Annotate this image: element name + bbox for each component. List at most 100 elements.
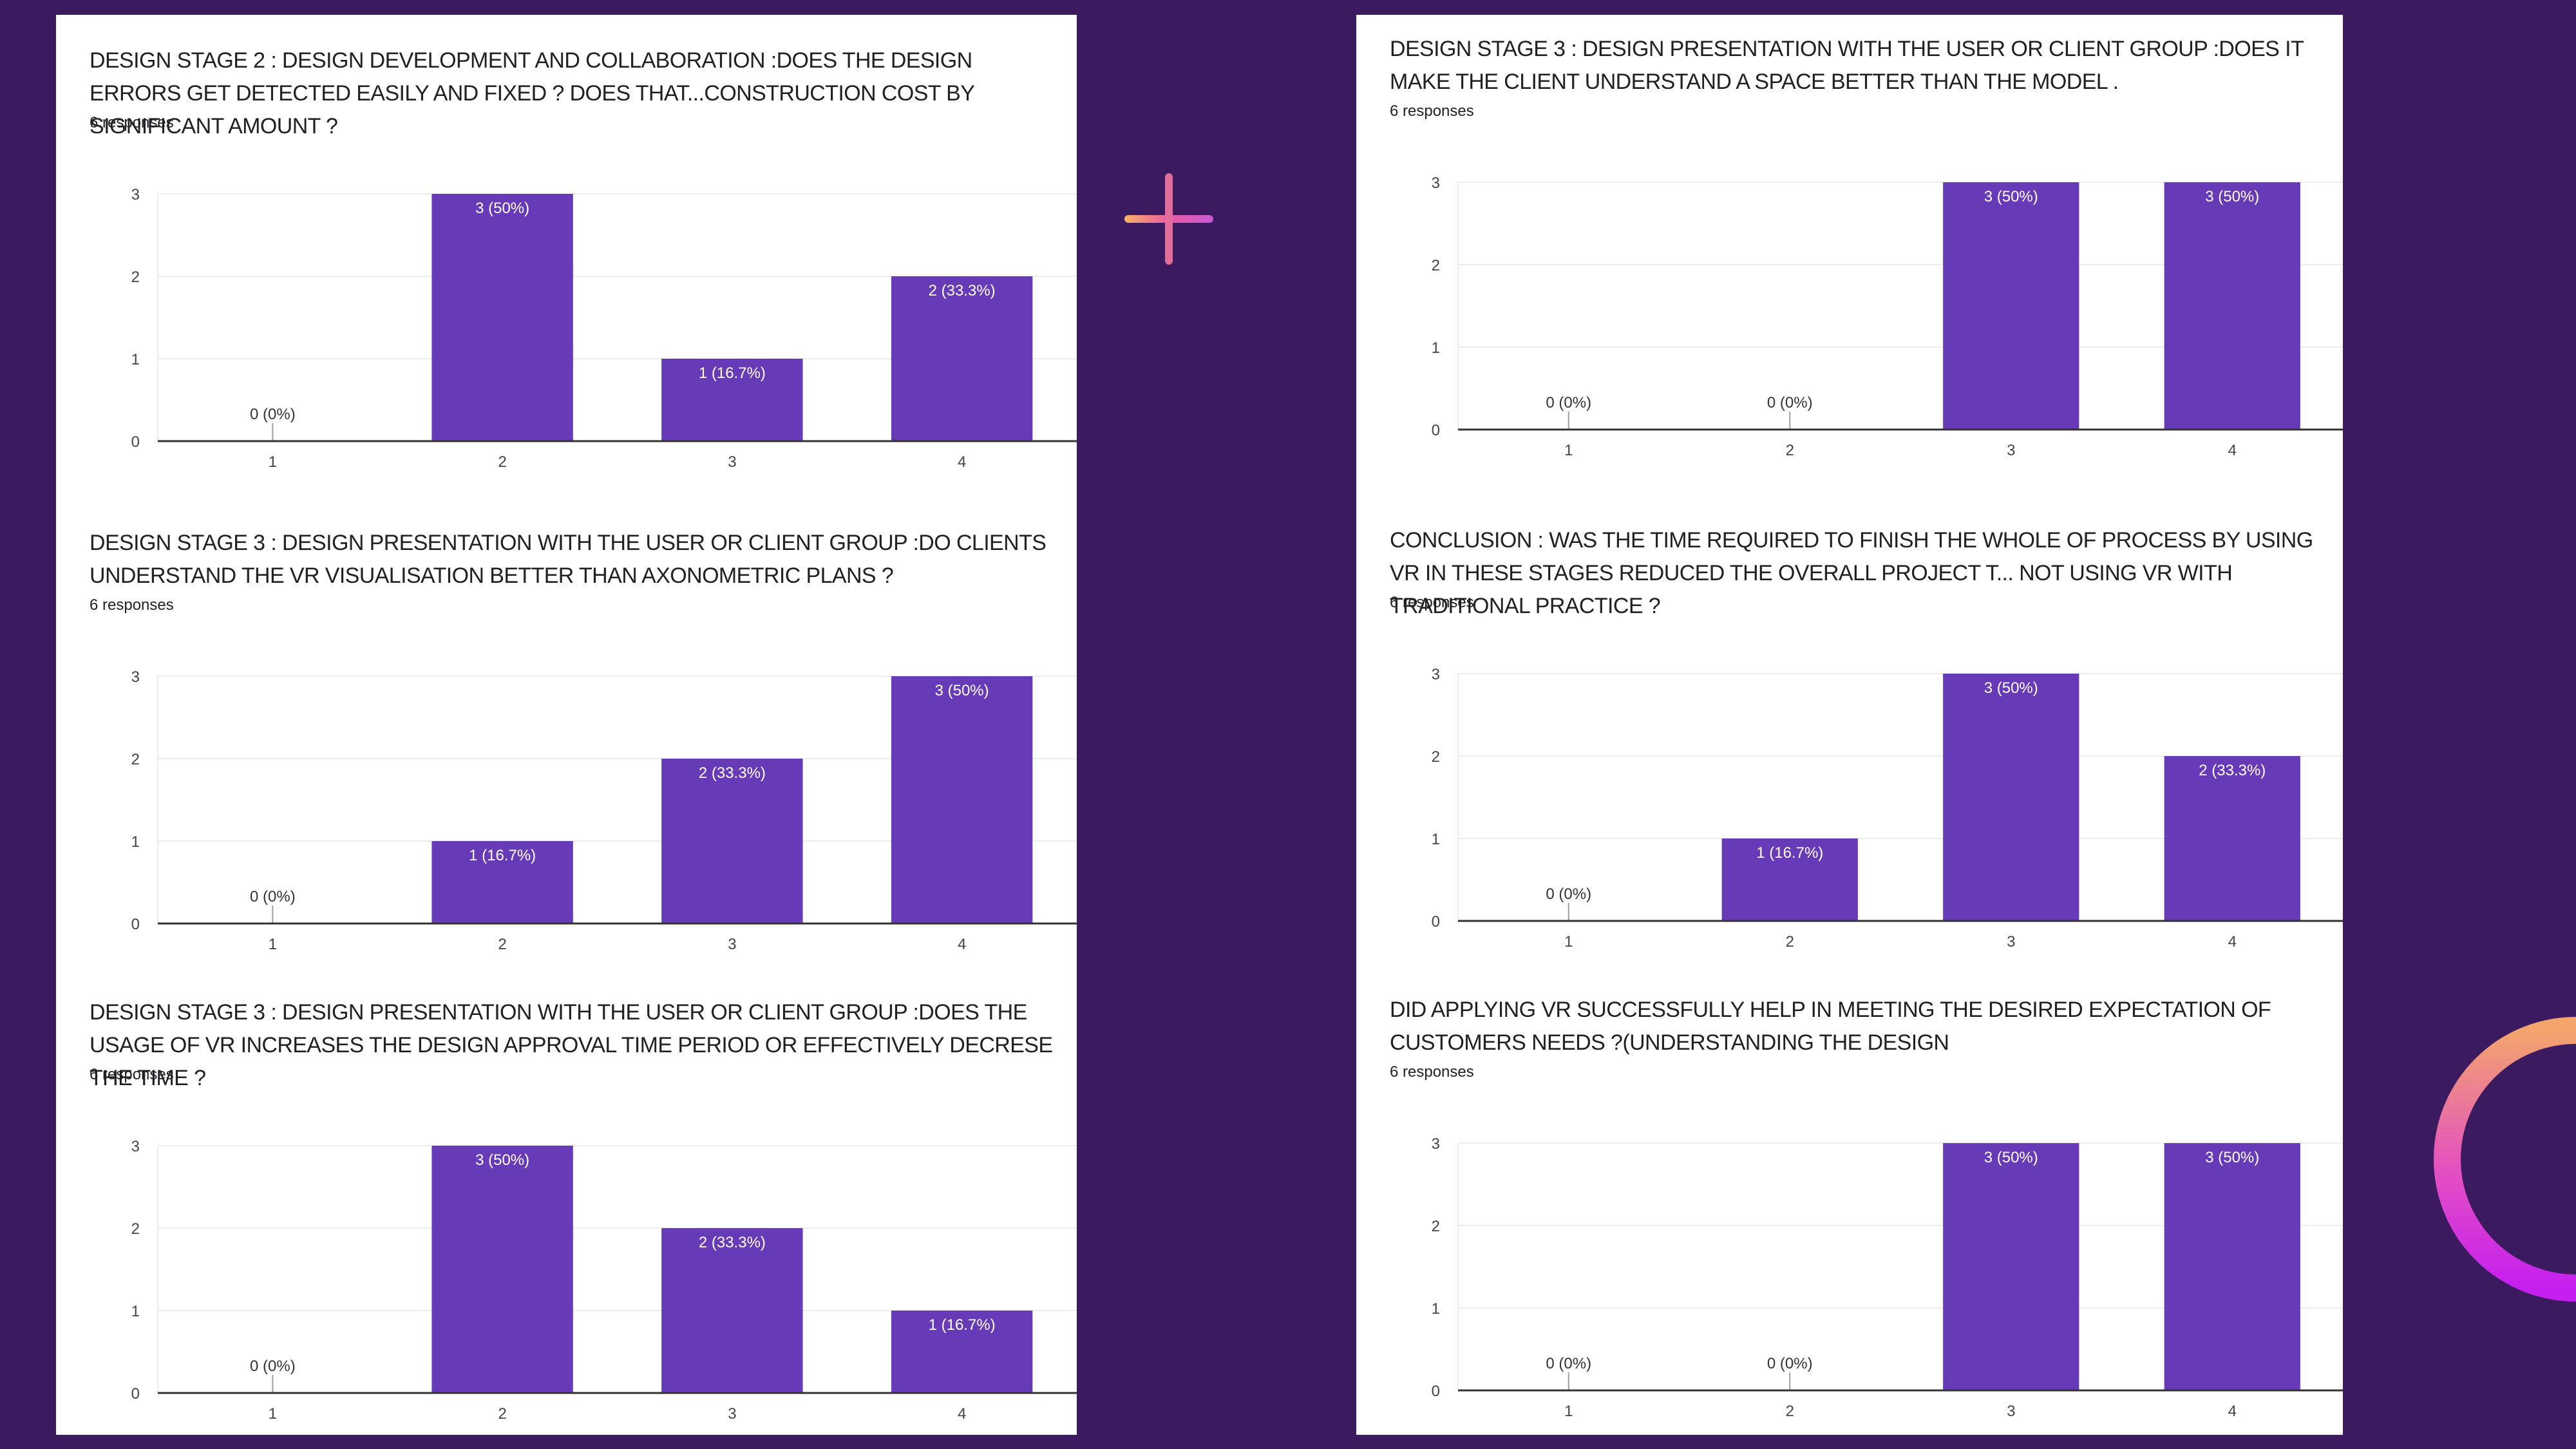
results-panel-right: DESIGN STAGE 3 : DESIGN PRESENTATION WIT… [1356,15,2343,1435]
bar [1943,182,2079,430]
x-tick-label: 3 [728,1405,736,1423]
y-tick-label: 3 [131,186,140,204]
data-label: 0 (0%) [1767,1355,1813,1372]
x-tick-label: 2 [1786,933,1794,951]
chart-card: DESIGN STAGE 3 : DESIGN PRESENTATION WIT… [56,527,1077,971]
y-tick-label: 1 [131,1303,140,1320]
data-label: 3 (50%) [1984,188,2038,205]
x-tick-label: 2 [498,453,506,471]
chart-card: CONCLUSION : WAS THE TIME REQUIRED TO FI… [1356,524,2343,969]
bar-chart: 0 1 2 3 0 (0%) 1 3 (50%) 2 1 (16.7%) 3 2 (33.3%) 4 [131,186,1077,471]
bar [2164,182,2300,430]
x-tick-label: 2 [1786,442,1794,459]
response-count: 6 responses [1390,1063,1474,1081]
y-tick-label: 3 [1432,666,1440,683]
x-tick-label: 1 [269,1405,277,1423]
bar-chart: 0 1 2 3 0 (0%) 1 0 (0%) 2 3 (50%) 3 3 (50%) 4 [1432,175,2343,459]
chart-card: DID APPLYING VR SUCCESSFULLY HELP IN MEE… [1356,994,2343,1438]
response-count: 6 responses [1390,594,1474,611]
data-label: 1 (16.7%) [929,1316,996,1334]
x-tick-label: 3 [728,453,736,471]
chart-title: DESIGN STAGE 3 : DESIGN PRESENTATION WIT… [90,1000,1053,1090]
x-tick-label: 1 [269,453,277,471]
ring-arc [2434,1017,2576,1302]
x-tick-label: 1 [1564,442,1573,459]
data-label: 0 (0%) [1546,1355,1591,1372]
data-label: 3 (50%) [1984,1149,2038,1166]
bar [891,1311,1033,1393]
bar [661,359,803,441]
bar [2164,756,2300,921]
response-count: 6 responses [90,1066,174,1083]
chart-title: CONCLUSION : WAS THE TIME REQUIRED TO FI… [1390,528,2313,618]
y-tick-label: 2 [131,751,140,768]
y-tick-label: 2 [1432,257,1440,274]
y-tick-label: 2 [131,1220,140,1238]
data-label: 0 (0%) [1546,394,1591,412]
data-label: 3 (50%) [475,200,529,217]
bar [431,194,573,441]
x-tick-label: 1 [1564,933,1573,951]
x-tick-label: 4 [958,1405,966,1423]
bar [661,1228,803,1393]
x-tick-label: 3 [728,936,736,953]
plus-vertical [1165,173,1173,265]
data-label: 3 (50%) [2205,188,2259,205]
y-tick-label: 0 [131,916,140,933]
data-label: 0 (0%) [250,1358,296,1375]
bar-chart: 0 1 2 3 0 (0%) 1 3 (50%) 2 2 (33.3%) 3 1 (16.7%) 4 [131,1138,1077,1423]
plus-icon [1124,173,1213,265]
response-count: 6 responses [90,114,174,131]
x-tick-label: 4 [2228,442,2237,459]
bar-chart: 0 1 2 3 0 (0%) 1 1 (16.7%) 2 2 (33.3%) 3 3 (50%) 4 [131,668,1077,953]
chart-card: DESIGN STAGE 3 : DESIGN PRESENTATION WIT… [1356,33,2343,477]
bar [431,1146,573,1393]
chart-title: DID APPLYING VR SUCCESSFULLY HELP IN MEE… [1390,998,2271,1055]
x-tick-label: 3 [2007,1403,2015,1420]
bar [891,276,1033,441]
y-tick-label: 2 [1432,748,1440,766]
data-label: 3 (50%) [1984,679,2038,697]
y-tick-label: 1 [1432,1300,1440,1318]
bar [661,759,803,923]
bar [1943,1143,2079,1390]
y-tick-label: 1 [1432,339,1440,357]
data-label: 1 (16.7%) [699,365,766,382]
chart-title: DESIGN STAGE 3 : DESIGN PRESENTATION WIT… [90,531,1046,588]
x-tick-label: 3 [2007,933,2015,951]
data-label: 0 (0%) [1546,886,1591,903]
data-label: 1 (16.7%) [469,847,536,864]
data-label: 3 (50%) [935,682,989,699]
y-tick-label: 3 [131,1138,140,1155]
x-tick-label: 4 [958,453,966,471]
data-label: 1 (16.7%) [1756,844,1823,862]
ring-arc-icon [2434,1017,2576,1302]
chart-card: DESIGN STAGE 3 : DESIGN PRESENTATION WIT… [56,996,1077,1441]
x-tick-label: 1 [269,936,277,953]
bar [431,841,573,923]
y-tick-label: 1 [131,351,140,368]
chart-title: DESIGN STAGE 2 : DESIGN DEVELOPMENT AND … [90,48,974,138]
x-tick-label: 2 [498,936,506,953]
y-tick-label: 0 [1432,913,1440,931]
data-label: 2 (33.3%) [2199,762,2266,779]
y-tick-label: 0 [131,1385,140,1403]
y-tick-label: 2 [131,269,140,286]
x-tick-label: 3 [2007,442,2015,459]
chart-card: DESIGN STAGE 2 : DESIGN DEVELOPMENT AND … [56,44,1077,489]
data-label: 0 (0%) [250,888,296,905]
data-label: 3 (50%) [2205,1149,2259,1166]
x-tick-label: 4 [2228,933,2237,951]
bar-chart: 0 1 2 3 0 (0%) 1 1 (16.7%) 2 3 (50%) 3 2 (33.3%) 4 [1432,666,2343,951]
y-tick-label: 2 [1432,1218,1440,1235]
data-label: 2 (33.3%) [699,1234,766,1251]
x-tick-label: 1 [1564,1403,1573,1420]
y-tick-label: 1 [131,833,140,851]
y-tick-label: 0 [1432,1383,1440,1400]
results-panel-left: DESIGN STAGE 2 : DESIGN DEVELOPMENT AND … [56,15,1077,1435]
data-label: 3 (50%) [475,1151,529,1169]
bar-chart: 0 1 2 3 0 (0%) 1 0 (0%) 2 3 (50%) 3 3 (50%) 4 [1432,1135,2343,1420]
x-tick-label: 2 [1786,1403,1794,1420]
y-tick-label: 3 [1432,1135,1440,1153]
response-count: 6 responses [90,596,174,614]
